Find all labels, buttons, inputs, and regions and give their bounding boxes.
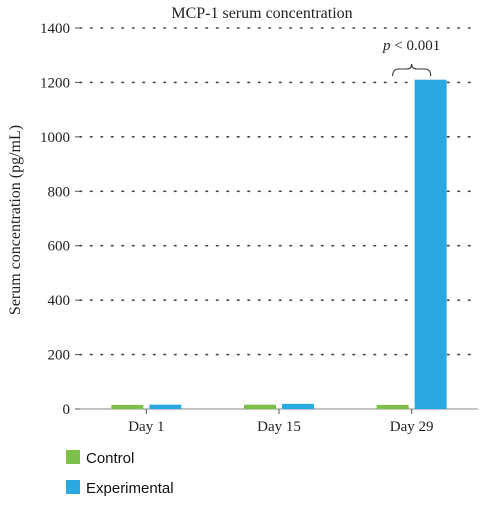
y-tick-label: 1200 <box>40 75 70 91</box>
axes: 0 200 400 600 800 1000 1200 1400 Day 1 Day 15 Day … <box>40 21 478 435</box>
bar-experimental-day-15 <box>282 403 314 409</box>
bar-control-day-1 <box>111 404 144 409</box>
significance-brace <box>392 63 432 77</box>
bar-control-day-15 <box>244 404 276 409</box>
y-tick-label: 400 <box>48 293 71 309</box>
significance-p-symbol: p <box>382 38 391 54</box>
bar-experimental-day-1 <box>149 404 182 409</box>
bar-experimental-day-29 <box>414 79 447 409</box>
y-tick-label: 800 <box>48 184 71 200</box>
x-tick-label: Day 15 <box>257 419 301 435</box>
significance-label: p < 0.001 <box>382 38 440 54</box>
bar-control-day-29 <box>376 404 409 409</box>
significance-annotation: p < 0.001 <box>382 38 440 77</box>
bars <box>111 79 447 409</box>
legend-label-control: Control <box>86 450 134 467</box>
x-tick-label: Day 1 <box>128 419 164 435</box>
y-tick-label: 200 <box>48 348 71 364</box>
legend-swatch-control <box>66 450 80 464</box>
legend: Control Experimental <box>66 450 174 497</box>
significance-value: < 0.001 <box>391 38 441 54</box>
y-tick-label: 1400 <box>40 21 70 37</box>
gridlines <box>79 27 479 356</box>
chart-title: MCP-1 serum concentration <box>171 5 352 22</box>
legend-swatch-experimental <box>66 480 80 494</box>
y-tick-label: 600 <box>48 239 71 255</box>
y-tick-label: 1000 <box>40 130 70 146</box>
y-axis-label: Serum concentration (pg/mL) <box>7 125 24 315</box>
legend-label-experimental: Experimental <box>86 480 174 497</box>
x-tick-label: Day 29 <box>390 419 434 435</box>
y-tick-label: 0 <box>63 402 71 418</box>
